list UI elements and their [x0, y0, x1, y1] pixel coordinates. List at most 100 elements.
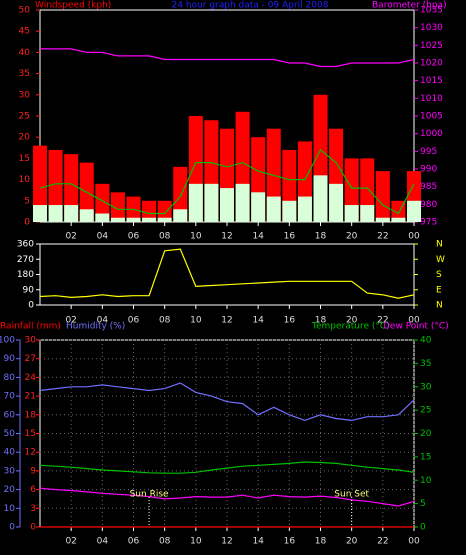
y2-tick-label: 35	[420, 359, 431, 369]
series-bar	[157, 200, 172, 222]
x-tick-label: 02	[65, 537, 76, 547]
x-tick-label: 22	[377, 316, 388, 326]
y3-tick-label: 0	[30, 523, 36, 533]
x-tick-label: 08	[159, 316, 171, 326]
y2-tick-label: W	[436, 255, 445, 265]
y2-tick-label: 1015	[420, 76, 443, 86]
y3-tick-label: 15	[25, 429, 36, 439]
series-bar	[142, 217, 157, 222]
series-line	[39, 487, 415, 507]
legend-entry: Windspeed (kph)	[35, 1, 111, 11]
series-bar	[32, 145, 48, 222]
series-bar	[95, 183, 110, 222]
x-tick-label: 08	[159, 537, 171, 547]
y-tick-label: 0	[28, 301, 34, 311]
series-bar	[32, 205, 48, 222]
series-bar	[235, 183, 250, 222]
chart-title: 24 hour graph data - 09 April 2008	[172, 1, 329, 11]
series-bar	[79, 209, 94, 222]
y2-tick-label: E	[436, 285, 442, 295]
y3-tick-label: 12	[25, 448, 36, 458]
series-line	[39, 461, 415, 474]
y2-tick-label: 985	[420, 182, 437, 192]
y-tick-label: 20	[19, 133, 31, 143]
x-tick-label: 20	[346, 537, 358, 547]
y3-tick-label: 21	[25, 392, 36, 402]
x-tick-label: 10	[190, 316, 202, 326]
x-tick-label: 04	[97, 232, 109, 242]
x-tick-label: 00	[408, 232, 420, 242]
x-tick-label: 00	[408, 537, 420, 547]
y2-tick-label: 1020	[420, 59, 443, 69]
y2-tick-label: 0	[420, 523, 426, 533]
series-bar	[344, 205, 359, 222]
y-tick-label: 20	[4, 485, 16, 495]
legend-entry: Rainfall (mm)	[0, 322, 61, 332]
x-tick-label: 14	[252, 537, 264, 547]
y2-tick-label: 10	[420, 476, 432, 486]
y2-tick-label: 20	[420, 429, 432, 439]
x-tick-label: 06	[128, 232, 140, 242]
y-tick-label: 180	[17, 270, 34, 280]
x-tick-label: 18	[315, 232, 327, 242]
series-bar	[188, 183, 203, 222]
series-bar	[266, 196, 281, 222]
y2-tick-label: 990	[420, 165, 437, 175]
y-tick-label: 70	[4, 392, 16, 402]
y-tick-label: 40	[19, 48, 31, 58]
series-bar	[297, 196, 312, 222]
series-bar	[406, 200, 422, 222]
series-bar	[375, 171, 390, 222]
y-tick-label: 10	[19, 175, 31, 185]
legend-entry: Dew Point (°C)	[383, 322, 449, 332]
y2-tick-label: 1030	[420, 23, 443, 33]
y3-tick-label: 27	[25, 354, 36, 364]
series-bar	[251, 192, 266, 222]
y-tick-label: 50	[4, 429, 16, 439]
x-tick-label: 16	[284, 537, 296, 547]
y2-tick-label: N	[436, 301, 443, 311]
y2-tick-label: 980	[420, 200, 437, 210]
series-bar	[360, 205, 375, 222]
x-tick-label: 18	[315, 316, 327, 326]
series-line	[39, 148, 415, 215]
x-tick-label: 12	[221, 537, 232, 547]
y2-tick-label: N	[436, 240, 443, 250]
annotation: Sun Set	[334, 490, 369, 500]
series-bar	[204, 183, 219, 222]
y-tick-label: 30	[4, 466, 16, 476]
y-tick-label: 35	[19, 69, 30, 79]
x-tick-label: 12	[221, 232, 232, 242]
x-tick-label: 22	[377, 537, 388, 547]
series-bar	[110, 217, 125, 222]
x-tick-label: 06	[128, 537, 140, 547]
series-bar	[173, 166, 188, 222]
series-bar	[173, 209, 188, 222]
y2-tick-label: 1025	[420, 41, 443, 51]
annotation: Sun Rise	[130, 490, 169, 500]
series-bar	[95, 213, 110, 222]
x-tick-label: 12	[221, 316, 232, 326]
y3-tick-label: 3	[30, 504, 36, 514]
series-bar	[391, 217, 406, 222]
x-tick-label: 22	[377, 232, 388, 242]
y2-tick-label: 1010	[420, 94, 443, 104]
y2-tick-label: 1005	[420, 112, 443, 122]
series-bar	[48, 205, 63, 222]
x-tick-label: 20	[346, 232, 358, 242]
y3-tick-label: 9	[30, 466, 36, 476]
y-tick-label: 45	[19, 27, 30, 37]
y2-tick-label: 40	[420, 336, 432, 346]
y-tick-label: 30	[19, 90, 31, 100]
x-tick-label: 02	[65, 232, 76, 242]
y-tick-label: 5	[24, 196, 30, 206]
series-bar	[126, 217, 141, 222]
x-tick-label: 10	[190, 537, 202, 547]
y3-tick-label: 24	[25, 373, 37, 383]
y2-tick-label: 30	[420, 382, 432, 392]
y-tick-label: 0	[9, 523, 15, 533]
y-tick-label: 100	[0, 336, 15, 346]
y3-tick-label: 18	[25, 410, 37, 420]
series-bar	[282, 200, 297, 222]
